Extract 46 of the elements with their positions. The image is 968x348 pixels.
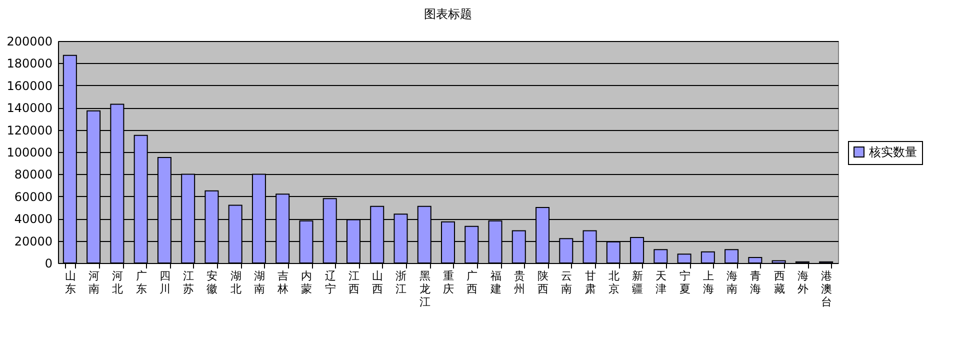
- x-tick-label: 浙江: [396, 270, 407, 296]
- x-tick-label: 西藏: [774, 270, 785, 296]
- x-tick-label: 海外: [797, 270, 808, 296]
- x-tick-label: 山西: [372, 270, 384, 296]
- y-tick-label: 200000: [6, 34, 52, 48]
- x-tick-label: 吉林: [276, 270, 289, 296]
- x-tick-label: 重庆: [443, 270, 454, 296]
- x-tick-label: 新疆: [632, 270, 644, 296]
- y-tick-label: 60000: [14, 190, 52, 204]
- chart-title: 图表标题: [424, 7, 472, 21]
- y-tick-label: 160000: [6, 78, 52, 93]
- x-tick-label: 上海: [702, 270, 714, 296]
- x-tick-label: 辽宁: [324, 270, 336, 296]
- x-tick-label: 青海: [750, 270, 762, 296]
- x-tick-label: 安徽: [206, 270, 218, 296]
- x-tick-label: 山东: [64, 270, 76, 296]
- x-tick-label: 江苏: [183, 270, 194, 296]
- y-tick-label: 100000: [6, 146, 52, 160]
- x-tick-label: 湖南: [254, 270, 265, 296]
- x-tick-label: 广东: [136, 270, 147, 296]
- x-tick-label: 陕西: [538, 270, 549, 296]
- x-tick-label: 港澳台: [821, 270, 832, 308]
- x-tick-label: 北京: [608, 270, 620, 296]
- x-tick-label: 江西: [348, 270, 360, 296]
- x-tick-label: 河北: [112, 270, 124, 296]
- x-tick-label: 黑龙江: [419, 270, 430, 308]
- x-tick-label: 海南: [726, 270, 738, 296]
- y-tick-label: 40000: [14, 212, 52, 226]
- x-tick-label: 云南: [561, 270, 572, 296]
- x-tick-label: 贵州: [514, 270, 525, 296]
- x-tick-label: 甘肃: [584, 270, 596, 296]
- x-tick-label: 宁夏: [679, 270, 690, 296]
- y-tick-label: 20000: [14, 234, 52, 248]
- y-tick-label: 0: [44, 256, 52, 270]
- x-tick-label: 湖北: [230, 270, 242, 296]
- x-tick-label: 河南: [88, 270, 100, 296]
- x-tick-label: 福建: [489, 270, 502, 296]
- y-tick-label: 180000: [6, 56, 52, 71]
- y-tick-label: 80000: [14, 168, 52, 182]
- y-tick-label: 120000: [6, 123, 52, 138]
- x-tick-label: 四川: [159, 270, 170, 296]
- x-tick-label: 广西: [466, 270, 478, 296]
- y-tick-label: 140000: [6, 101, 52, 116]
- legend-label: 核实数量: [868, 145, 917, 159]
- x-tick-label: 内蒙: [301, 270, 312, 296]
- x-tick-label: 天津: [656, 270, 667, 296]
